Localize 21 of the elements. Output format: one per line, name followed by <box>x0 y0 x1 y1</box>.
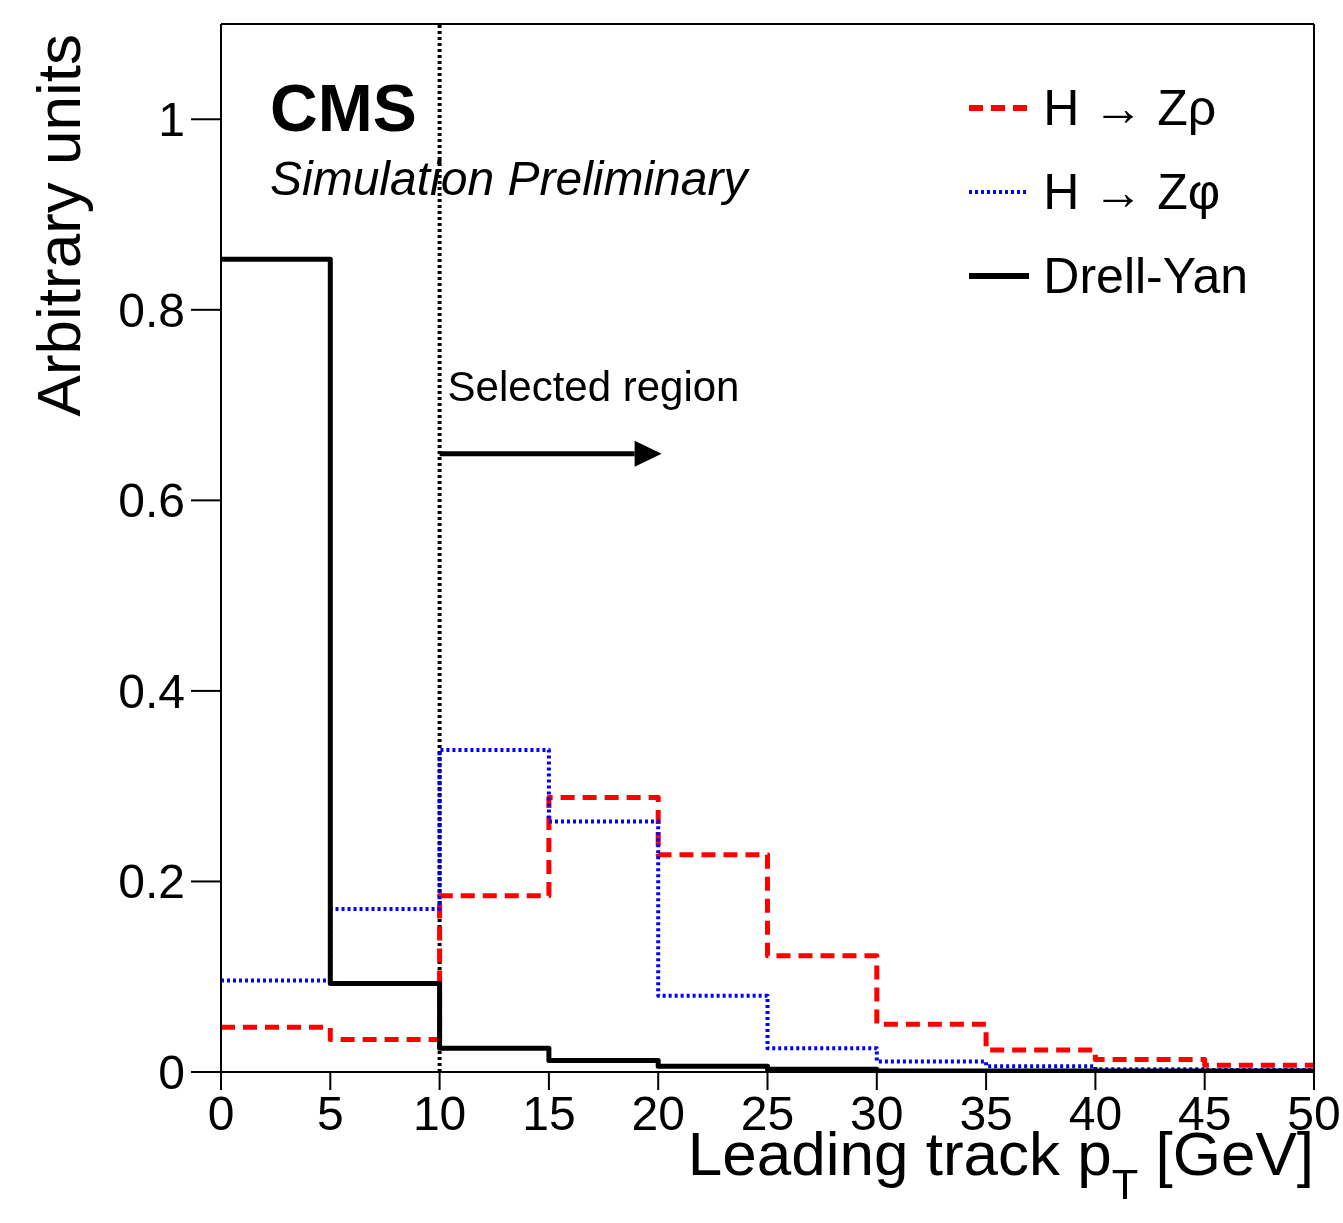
y-tick-label: 0.8 <box>118 283 185 337</box>
x-tick-label: 20 <box>631 1087 685 1141</box>
y-tick-label: 1 <box>158 93 185 147</box>
y-tick-label: 0 <box>158 1046 185 1100</box>
x-tick-label: 10 <box>412 1087 467 1141</box>
x-tick-label: 35 <box>959 1087 1013 1141</box>
legend-label: Drell-Yan <box>1043 247 1248 305</box>
x-tick-label: 40 <box>1068 1087 1123 1141</box>
y-tick-label: 0.2 <box>118 855 185 909</box>
annotation: CMS <box>270 71 417 145</box>
legend-label: H → Zφ <box>1043 163 1221 221</box>
ref-line-label: Selected region <box>447 363 740 411</box>
x-tick-label: 15 <box>522 1087 576 1141</box>
y-axis-title: Arbitrary units <box>24 34 93 417</box>
x-tick-label: 5 <box>316 1087 344 1141</box>
legend-label: H → Zρ <box>1043 79 1217 137</box>
y-tick-label: 0.6 <box>118 474 185 528</box>
y-tick-label: 0.4 <box>118 664 185 718</box>
x-tick-label: 0 <box>207 1087 235 1141</box>
annotation: Simulation Preliminary <box>270 152 748 206</box>
x-tick-label: 30 <box>850 1087 904 1141</box>
